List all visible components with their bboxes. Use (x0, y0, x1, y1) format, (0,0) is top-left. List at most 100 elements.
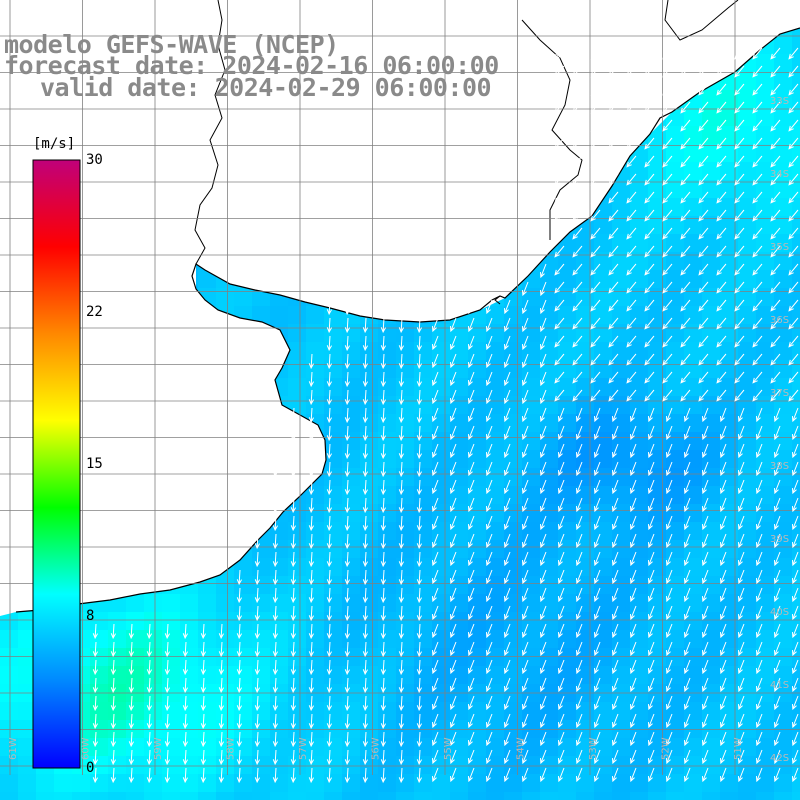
speed-cell (270, 540, 288, 558)
colorbar-tick-0: 0 (86, 760, 94, 776)
speed-cell (324, 666, 342, 684)
speed-cell (414, 522, 432, 540)
speed-cell (324, 612, 342, 630)
speed-cell (180, 720, 198, 738)
speed-cell (792, 324, 800, 342)
speed-cell (288, 306, 306, 324)
speed-cell (396, 468, 414, 486)
speed-cell (792, 72, 800, 90)
speed-cell (288, 324, 306, 342)
speed-cell (180, 792, 198, 800)
speed-cell (342, 414, 360, 432)
speed-cell (270, 594, 288, 612)
speed-cell (108, 612, 126, 630)
speed-cell (270, 558, 288, 576)
speed-cell (360, 558, 378, 576)
speed-cell (180, 594, 198, 612)
speed-cell (144, 666, 162, 684)
speed-cell (378, 486, 396, 504)
speed-cell (396, 738, 414, 756)
colorbar-tick-22: 22 (86, 304, 103, 320)
speed-cell (342, 396, 360, 414)
speed-cell (360, 414, 378, 432)
speed-cell (198, 756, 216, 774)
speed-cell (612, 792, 630, 800)
speed-cell (324, 432, 342, 450)
speed-cell (342, 558, 360, 576)
speed-cell (792, 702, 800, 720)
speed-cell (18, 774, 36, 792)
speed-cell (324, 324, 342, 342)
speed-cell (306, 306, 324, 324)
speed-cell (432, 324, 450, 342)
speed-cell (90, 666, 108, 684)
speed-cell (198, 648, 216, 666)
speed-cell (414, 720, 432, 738)
speed-cell (396, 414, 414, 432)
speed-cell (630, 792, 648, 800)
speed-cell (432, 342, 450, 360)
speed-cell (594, 792, 612, 800)
speed-cell (522, 342, 540, 360)
speed-cell (666, 396, 684, 414)
speed-cell (198, 612, 216, 630)
speed-cell (396, 378, 414, 396)
speed-cell (558, 792, 576, 800)
speed-cell (540, 414, 558, 432)
speed-cell (324, 576, 342, 594)
speed-cell (306, 720, 324, 738)
speed-cell (126, 630, 144, 648)
speed-cell (468, 378, 486, 396)
speed-cell (90, 720, 108, 738)
speed-cell (378, 576, 396, 594)
speed-cell (306, 774, 324, 792)
speed-cell (792, 252, 800, 270)
speed-cell (792, 162, 800, 180)
speed-cell (180, 648, 198, 666)
speed-cell (666, 414, 684, 432)
speed-cell (432, 378, 450, 396)
speed-cell (378, 468, 396, 486)
speed-cell (108, 648, 126, 666)
speed-cell (90, 702, 108, 720)
speed-cell (306, 558, 324, 576)
speed-cell (414, 468, 432, 486)
speed-cell (360, 432, 378, 450)
speed-cell (792, 774, 800, 792)
longitude-label: 52W (661, 737, 672, 760)
speed-cell (216, 774, 234, 792)
speed-cell (522, 396, 540, 414)
speed-cell (360, 594, 378, 612)
speed-cell (792, 666, 800, 684)
latitude-label: 40S (770, 607, 789, 618)
speed-cell (396, 630, 414, 648)
speed-cell (378, 702, 396, 720)
speed-cell (378, 648, 396, 666)
speed-cell (540, 324, 558, 342)
speed-cell (792, 234, 800, 252)
speed-cell (756, 792, 774, 800)
speed-cell (270, 630, 288, 648)
speed-cell (414, 342, 432, 360)
speed-cell (72, 792, 90, 800)
speed-cell (414, 558, 432, 576)
speed-cell (792, 504, 800, 522)
speed-cell (198, 270, 216, 288)
speed-cell (414, 504, 432, 522)
speed-cell (792, 486, 800, 504)
speed-cell (126, 774, 144, 792)
speed-cell (576, 792, 594, 800)
speed-cell (792, 126, 800, 144)
speed-cell (648, 792, 666, 800)
speed-cell (360, 630, 378, 648)
speed-cell (216, 576, 234, 594)
speed-cell (792, 180, 800, 198)
speed-cell (792, 756, 800, 774)
speed-cell (126, 612, 144, 630)
speed-cell (414, 792, 432, 800)
speed-cell (324, 702, 342, 720)
speed-cell (612, 396, 630, 414)
speed-cell (792, 270, 800, 288)
speed-cell (162, 648, 180, 666)
speed-cell (18, 792, 36, 800)
